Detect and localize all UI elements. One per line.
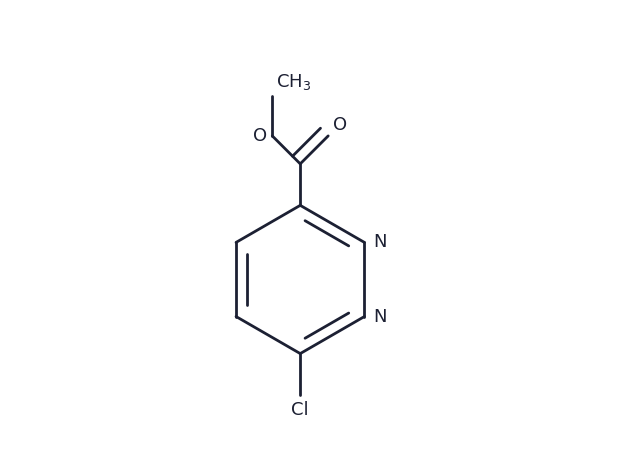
Text: N: N	[373, 307, 387, 326]
Text: Cl: Cl	[291, 401, 309, 419]
Text: O: O	[333, 116, 348, 134]
Text: O: O	[253, 127, 268, 145]
Text: N: N	[373, 234, 387, 251]
Text: CH$_3$: CH$_3$	[276, 72, 312, 93]
